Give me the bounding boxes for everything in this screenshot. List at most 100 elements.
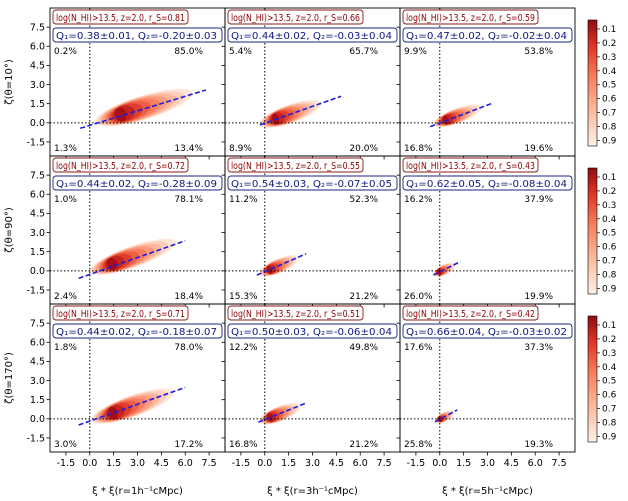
y-tick-label: 1.5 xyxy=(30,395,45,406)
x-tick-label: -1.5 xyxy=(232,458,251,469)
x-tick-label: 6.0 xyxy=(353,458,368,469)
pct-top-right: 37.9% xyxy=(524,195,553,205)
panel-title-box: log(N_HI)>13.5, z=2.0, r_S=0.42 xyxy=(402,305,539,321)
panel-title-box: log(N_HI)>13.5, z=2.0, r_S=0.59 xyxy=(402,9,539,25)
panel-title: log(N_HI)>13.5, z=2.0, r_S=0.42 xyxy=(406,309,535,320)
pct-top-left: 1.8% xyxy=(54,343,77,353)
pct-bottom-right: 19.3% xyxy=(524,440,553,450)
x-tick-label: 1.5 xyxy=(456,458,471,469)
fit-box-frame xyxy=(52,175,223,191)
panel-1-1: -1.5 0.0 1.5 3.0 4.5 6.0 7.5 log(N_HI)>13.5, z=… xyxy=(26,7,226,160)
colorbar-1: 0.1 0.2 0.3 0.4 0.5 0.6 0.7 0.8 0.9 xyxy=(587,19,617,147)
pct-bottom-left: 16.8% xyxy=(404,144,433,154)
title-box-frame xyxy=(227,157,364,173)
panel-3-3: -1.5 0.0 1.5 3.0 4.5 6.0 7.5 log(N_HI)>13.5, z=… xyxy=(396,303,576,469)
panel-title: log(N_HI)>13.5, z=2.0, r_S=0.43 xyxy=(406,161,535,172)
title-box-frame xyxy=(402,305,539,321)
panel-title: log(N_HI)>13.5, z=2.0, r_S=0.66 xyxy=(231,13,360,24)
panel-2-1: -1.5 0.0 1.5 3.0 4.5 6.0 7.5 log(N_HI)>13.5, z=… xyxy=(26,155,226,308)
fit-line xyxy=(78,239,186,280)
panel-title-box: log(N_HI)>13.5, z=2.0, r_S=0.66 xyxy=(227,9,364,25)
y-tick-label: 4.5 xyxy=(30,209,45,220)
pct-top-right: 53.8% xyxy=(524,47,553,57)
colorbar-tick-label: 0.4 xyxy=(602,363,617,373)
pct-top-left: 5.4% xyxy=(229,47,252,57)
y-tick-label: -1.5 xyxy=(26,433,45,444)
colorbar-tick-label: 0.1 xyxy=(602,25,616,35)
colorbar-tick-label: 0.4 xyxy=(602,67,617,77)
pct-bottom-right: 17.2% xyxy=(174,440,203,450)
pct-top-left: 17.6% xyxy=(404,343,433,353)
pct-bottom-left: 2.4% xyxy=(54,292,77,302)
y-tick-label: 6.0 xyxy=(30,42,45,53)
fit-box-frame xyxy=(52,323,223,339)
fit-params: Q₁=0.47±0.02, Q₂=-0.02±0.04 xyxy=(406,31,567,42)
colorbar-tick-label: 0.6 xyxy=(602,391,617,401)
y-tick-label: 0.0 xyxy=(30,118,45,129)
fit-params-box: Q₁=0.44±0.02, Q₂=-0.28±0.09 xyxy=(52,175,223,191)
fit-params: Q₁=0.44±0.02, Q₂=-0.28±0.09 xyxy=(56,179,217,190)
fit-params-box: Q₁=0.50±0.03, Q₂=-0.06±0.04 xyxy=(227,323,398,339)
colorbar-tick-label: 0.3 xyxy=(602,201,616,211)
fit-params-box: Q₁=0.44±0.02, Q₂=-0.18±0.07 xyxy=(52,323,223,339)
title-box-frame xyxy=(402,157,539,173)
fit-line xyxy=(429,102,493,128)
colorbar-scale xyxy=(587,19,598,147)
pct-top-right: 65.7% xyxy=(349,47,378,57)
pct-top-left: 1.0% xyxy=(54,195,77,205)
panel-title-box: log(N_HI)>13.5, z=2.0, r_S=0.72 xyxy=(52,157,189,173)
colorbar-tick-label: 0.6 xyxy=(602,243,617,253)
fit-params-box: Q₁=0.62±0.05, Q₂=-0.08±0.04 xyxy=(402,175,573,191)
fit-box-frame xyxy=(52,27,223,43)
colorbar-tick-label: 0.9 xyxy=(602,433,617,443)
x-tick-label: 1.5 xyxy=(106,458,121,469)
x-tick-label: 3.0 xyxy=(480,458,495,469)
panel-title-box: log(N_HI)>13.5, z=2.0, r_S=0.71 xyxy=(52,305,189,321)
panel-title-box: log(N_HI)>13.5, z=2.0, r_S=0.81 xyxy=(52,9,189,25)
pct-top-right: 37.3% xyxy=(524,343,553,353)
panel-title-box: log(N_HI)>13.5, z=2.0, r_S=0.51 xyxy=(227,305,364,321)
fit-line xyxy=(256,253,307,276)
x-axis-label: ξ * ξ(r=5h⁻¹cMpc) xyxy=(442,486,533,497)
y-tick-label: 7.5 xyxy=(30,22,45,33)
x-tick-label: -1.5 xyxy=(57,458,76,469)
fit-box-frame xyxy=(227,323,398,339)
fit-box-frame xyxy=(402,175,573,191)
density-contour xyxy=(266,265,273,274)
fit-line xyxy=(434,409,458,423)
panel-plot-area xyxy=(225,156,400,304)
panel-title: log(N_HI)>13.5, z=2.0, r_S=0.51 xyxy=(231,309,360,320)
panel-2-3: log(N_HI)>13.5, z=2.0, r_S=0.43 Q₁=0.62±0… xyxy=(396,155,576,308)
colorbar-2: 0.1 0.2 0.3 0.4 0.5 0.6 0.7 0.8 0.9 xyxy=(587,167,617,295)
x-tick-label: 7.5 xyxy=(202,458,217,469)
colorbar-tick-label: 0.5 xyxy=(602,377,616,387)
y-tick-label: 3.0 xyxy=(30,228,45,239)
colorbar-tick-label: 0.7 xyxy=(602,109,616,119)
x-tick-label: 4.5 xyxy=(154,458,169,469)
fit-params: Q₁=0.38±0.01, Q₂=-0.20±0.03 xyxy=(56,31,217,42)
panel-2-2: log(N_HI)>13.5, z=2.0, r_S=0.55 Q₁=0.54±0… xyxy=(221,155,401,308)
pct-bottom-left: 1.3% xyxy=(54,144,77,154)
x-tick-label: 0.0 xyxy=(82,458,97,469)
pct-top-right: 78.0% xyxy=(174,343,203,353)
density-contour xyxy=(107,406,118,420)
colorbar-tick-label: 0.9 xyxy=(602,137,617,147)
panel-title: log(N_HI)>13.5, z=2.0, r_S=0.71 xyxy=(56,309,185,320)
colorbar-scale xyxy=(587,167,598,295)
title-box-frame xyxy=(52,305,189,321)
colorbar-tick-label: 0.5 xyxy=(602,81,616,91)
colorbar-3: 0.1 0.2 0.3 0.4 0.5 0.6 0.7 0.8 0.9 xyxy=(587,315,617,443)
pct-bottom-right: 19.9% xyxy=(524,292,553,302)
panel-plot-area xyxy=(400,156,575,304)
pct-bottom-right: 20.0% xyxy=(349,144,378,154)
colorbar-tick-label: 0.8 xyxy=(602,123,617,133)
pct-bottom-left: 8.9% xyxy=(229,144,252,154)
y-tick-label: 4.5 xyxy=(30,61,45,72)
panel-plot-area xyxy=(400,8,575,156)
colorbar-tick-label: 0.7 xyxy=(602,405,616,415)
colorbar-tick-label: 0.3 xyxy=(602,53,616,63)
pct-bottom-left: 3.0% xyxy=(54,440,77,450)
panel-plot-area xyxy=(225,304,400,452)
x-tick-label: 6.0 xyxy=(528,458,543,469)
density-contour xyxy=(437,416,442,423)
